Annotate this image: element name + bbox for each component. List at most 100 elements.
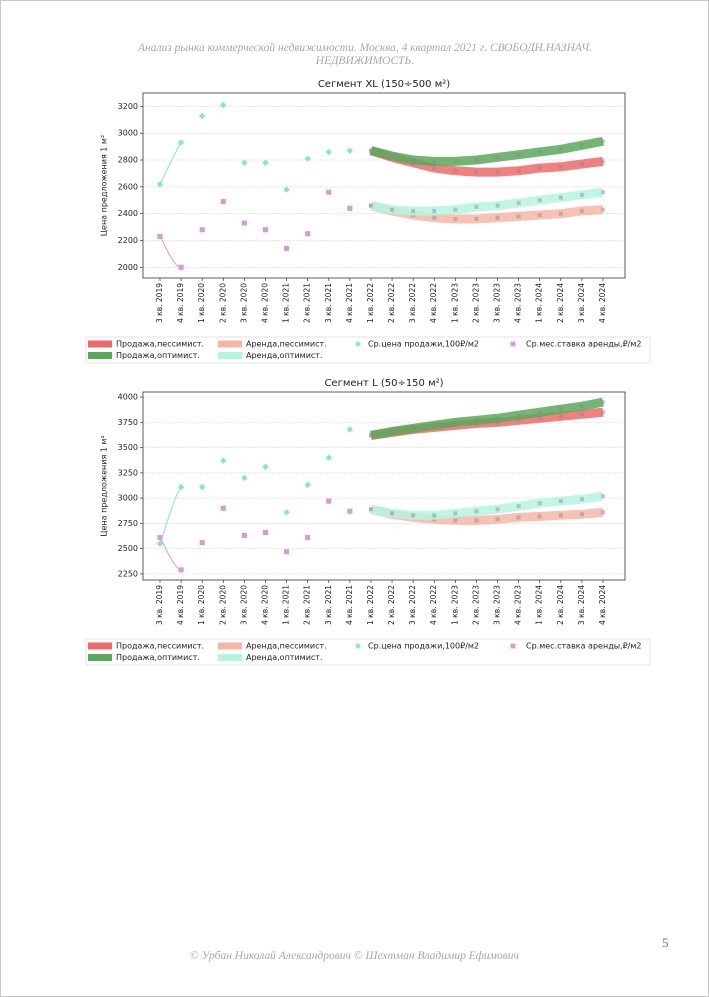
band-point: [537, 416, 542, 421]
x-tick-label: 1 кв. 2020: [197, 283, 206, 323]
x-tick-label: 1 кв. 2024: [535, 283, 544, 323]
x-tick-label: 2 кв. 2022: [387, 585, 396, 625]
data-point: [220, 199, 226, 205]
band-point: [474, 170, 479, 175]
history-line: [159, 236, 182, 268]
band-point: [558, 211, 563, 216]
x-tick-label: 3 кв. 2024: [577, 585, 586, 625]
legend-label: Ср.мес.ставка аренды,₽/м2: [526, 340, 642, 349]
x-tick-label: 2 кв. 2023: [471, 585, 480, 625]
forecast-band: [370, 187, 604, 216]
legend-box: [85, 336, 651, 364]
x-tick-label: 1 кв. 2021: [282, 585, 291, 625]
band-point: [495, 507, 500, 512]
x-tick-label: 4 кв. 2020: [260, 585, 269, 625]
y-tick-label: 2500: [118, 544, 138, 553]
data-point: [325, 148, 332, 156]
legend-swatch: [510, 643, 516, 649]
x-tick-label: 4 кв. 2019: [176, 585, 185, 625]
y-tick-label: 3000: [118, 129, 138, 138]
band-point: [368, 203, 373, 208]
band-point: [432, 513, 437, 518]
band-point: [537, 212, 542, 217]
data-point: [283, 186, 290, 193]
x-tick-label: 4 кв. 2024: [598, 585, 607, 625]
band-point: [495, 215, 500, 220]
data-point: [346, 426, 354, 433]
footer-text: © Урбан Николай Александрович © Шехтман …: [190, 950, 519, 962]
data-point: [262, 159, 269, 166]
x-tick-label: 3 кв. 2023: [493, 283, 502, 323]
x-tick-label: 2 кв. 2024: [556, 585, 565, 625]
data-point: [178, 264, 184, 270]
forecast-band: [370, 491, 604, 520]
legend-label: Аренда,пессимист.: [246, 340, 327, 349]
data-point: [325, 454, 332, 461]
legend-label: Продажа,пессимист.: [116, 642, 204, 651]
data-point: [241, 532, 247, 539]
band-point: [432, 166, 437, 171]
data-point: [220, 101, 227, 109]
legend-swatch: [355, 341, 361, 347]
band-point: [474, 518, 479, 523]
data-point: [262, 529, 269, 536]
x-tick-label: 2 кв. 2023: [471, 283, 480, 323]
y-tick-label: 2000: [118, 263, 138, 272]
band-point: [453, 159, 458, 164]
band-point: [453, 518, 458, 523]
x-tick-label: 4 кв. 2024: [598, 283, 607, 323]
x-tick-label: 1 кв. 2020: [197, 585, 206, 625]
band-point: [579, 404, 584, 409]
chart-title: Сегмент L (50÷150 м²): [324, 378, 443, 389]
band-point: [579, 512, 584, 517]
data-point: [347, 205, 353, 211]
band-point: [558, 513, 563, 518]
data-point: [284, 549, 290, 555]
band-point: [579, 192, 584, 197]
band-point: [411, 513, 416, 518]
band-point: [601, 400, 605, 405]
band-point: [537, 198, 542, 203]
y-tick-label: 3250: [118, 468, 138, 477]
band-point: [537, 166, 542, 171]
data-point: [304, 481, 311, 489]
band-point: [495, 203, 500, 208]
y-tick-label: 3500: [118, 443, 138, 452]
chart-title: Сегмент XL (150÷500 м²): [318, 79, 450, 90]
band-point: [474, 509, 479, 514]
band-point: [516, 168, 521, 173]
y-tick-label: 2250: [118, 569, 138, 578]
band-point: [516, 214, 521, 219]
data-point: [326, 498, 332, 504]
data-point: [220, 505, 226, 511]
band-point: [474, 204, 479, 209]
band-point: [453, 207, 458, 212]
band-point: [390, 511, 395, 516]
y-axis-label: Цена предложения 1 м²: [100, 435, 109, 536]
band-point: [558, 407, 563, 412]
x-tick-label: 3 кв. 2020: [239, 585, 248, 625]
forecast-band: [370, 397, 604, 440]
data-point: [178, 567, 184, 573]
y-axis-label: Цена предложения 1 м²: [100, 135, 109, 236]
y-tick-label: 2200: [118, 236, 138, 245]
band-point: [601, 207, 605, 212]
band-point: [368, 507, 373, 512]
x-tick-label: 4 кв. 2023: [514, 283, 523, 323]
data-point: [177, 139, 185, 146]
x-tick-label: 3 кв. 2021: [324, 283, 333, 323]
plot-frame: [142, 92, 626, 279]
data-point: [157, 233, 163, 240]
data-point: [241, 474, 248, 482]
data-point: [220, 457, 227, 464]
x-tick-label: 3 кв. 2022: [408, 283, 417, 323]
data-point: [262, 227, 269, 233]
x-tick-label: 1 кв. 2021: [282, 283, 291, 323]
data-point: [156, 180, 164, 188]
band-point: [558, 499, 563, 504]
page-number: 5: [662, 935, 669, 950]
band-point: [601, 510, 605, 515]
band-point: [516, 413, 521, 418]
data-point: [305, 534, 311, 541]
band-point: [474, 418, 479, 423]
